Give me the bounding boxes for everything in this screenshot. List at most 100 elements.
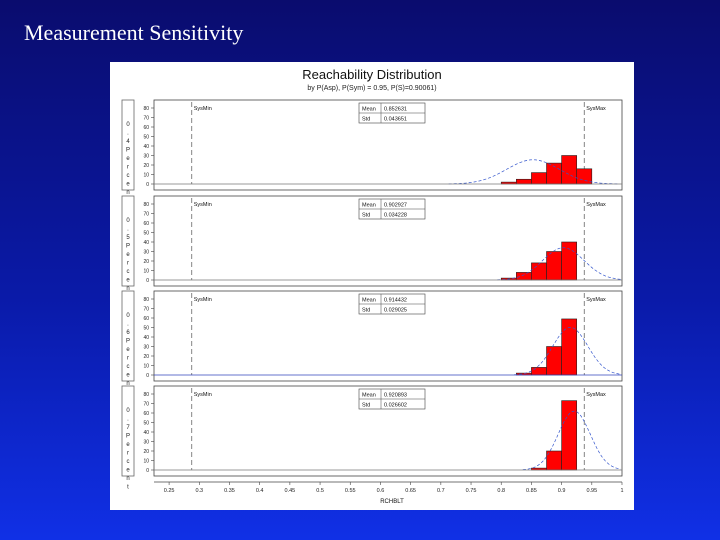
histogram-panel: 0.4Percent01020304050607080SysMinSysMaxM… bbox=[121, 99, 623, 205]
mean-value: 0.852631 bbox=[384, 107, 407, 113]
y-tick-label: 30 bbox=[143, 345, 149, 351]
mean-label: Mean bbox=[362, 298, 376, 304]
histogram-bar bbox=[531, 367, 547, 376]
slide-title: Measurement Sensitivity bbox=[24, 20, 244, 45]
mean-label: Mean bbox=[362, 203, 376, 209]
mean-value: 0.914432 bbox=[384, 298, 407, 304]
x-tick-label: 0.35 bbox=[224, 488, 235, 494]
panel-label-char: P bbox=[126, 434, 130, 440]
y-tick-label: 0 bbox=[146, 373, 149, 379]
chart-title: Reachability Distribution bbox=[302, 67, 441, 82]
x-tick-label: 0.45 bbox=[285, 488, 296, 494]
panel-label-char: c bbox=[127, 173, 130, 179]
std-label: Std bbox=[362, 213, 370, 219]
y-tick-label: 80 bbox=[143, 202, 149, 208]
histogram-bar bbox=[546, 251, 562, 281]
normal-fit-curve bbox=[497, 247, 621, 281]
y-tick-label: 60 bbox=[143, 221, 149, 227]
panel-label-char: e bbox=[126, 278, 130, 284]
panel-label-char: c bbox=[127, 269, 130, 275]
panel-label-char: r bbox=[127, 261, 129, 267]
sysmax-label: SysMax bbox=[586, 106, 606, 112]
sysmax-label: SysMax bbox=[586, 202, 606, 208]
histogram-bar bbox=[546, 450, 562, 471]
x-tick-label: 0.5 bbox=[316, 488, 324, 494]
x-tick-label: 0.4 bbox=[256, 488, 264, 494]
mean-label: Mean bbox=[362, 393, 376, 399]
x-tick-label: 0.75 bbox=[466, 488, 477, 494]
x-axis-label: RCHBLT bbox=[380, 499, 404, 505]
y-tick-label: 50 bbox=[143, 135, 149, 141]
mean-value: 0.902927 bbox=[384, 203, 407, 209]
y-tick-label: 0 bbox=[146, 182, 149, 188]
sysmin-label: SysMin bbox=[194, 297, 212, 303]
y-tick-label: 20 bbox=[143, 449, 149, 455]
sysmax-label: SysMax bbox=[586, 297, 606, 303]
panel-label-char: . bbox=[127, 417, 129, 423]
y-tick-label: 10 bbox=[143, 269, 149, 275]
histogram-bar bbox=[546, 346, 562, 376]
panel-label-char: P bbox=[126, 339, 130, 345]
histogram-bar bbox=[516, 178, 532, 185]
y-tick-label: 30 bbox=[143, 440, 149, 446]
panel-label-char: e bbox=[126, 252, 130, 258]
histogram-bar bbox=[531, 262, 547, 281]
y-tick-label: 80 bbox=[143, 106, 149, 112]
y-tick-label: 70 bbox=[143, 212, 149, 218]
y-tick-label: 50 bbox=[143, 326, 149, 332]
panel-label-char: 0 bbox=[126, 122, 130, 128]
y-tick-label: 50 bbox=[143, 421, 149, 427]
y-tick-label: 50 bbox=[143, 231, 149, 237]
y-tick-label: 60 bbox=[143, 125, 149, 131]
panel-label-char: e bbox=[126, 347, 130, 353]
histogram-bar bbox=[531, 172, 547, 185]
panel-label-box bbox=[121, 290, 135, 382]
sysmax-label: SysMax bbox=[586, 392, 606, 398]
sysmin-label: SysMin bbox=[194, 392, 212, 398]
x-tick-label: 0.85 bbox=[526, 488, 537, 494]
y-tick-label: 80 bbox=[143, 392, 149, 398]
y-tick-label: 70 bbox=[143, 307, 149, 313]
panel-label-char: P bbox=[126, 244, 130, 250]
x-tick-label: 0.95 bbox=[586, 488, 597, 494]
panel-label-char: . bbox=[127, 322, 129, 328]
panel-label-char: e bbox=[126, 373, 130, 379]
panel-label-char: P bbox=[126, 148, 130, 154]
panel-label-char: 6 bbox=[126, 330, 130, 336]
x-tick-label: 0.55 bbox=[345, 488, 356, 494]
panel-label-box bbox=[121, 195, 135, 287]
panel-label-char: t bbox=[127, 485, 129, 491]
y-tick-label: 70 bbox=[143, 116, 149, 122]
sysmin-label: SysMin bbox=[194, 106, 212, 112]
panel-label-char: n bbox=[126, 190, 129, 196]
y-tick-label: 60 bbox=[143, 411, 149, 417]
x-tick-label: 0.6 bbox=[377, 488, 385, 494]
mean-value: 0.920893 bbox=[384, 393, 407, 399]
std-label: Std bbox=[362, 117, 370, 123]
panel-label-box bbox=[121, 99, 135, 191]
panel-label-char: 4 bbox=[126, 139, 130, 145]
panel-label-char: . bbox=[127, 131, 129, 137]
panel-label-char: 7 bbox=[126, 425, 130, 431]
panel-label-char: . bbox=[127, 227, 129, 233]
panel-label-char: 0 bbox=[126, 313, 130, 319]
chart-figure: Reachability Distribution by P(Asp), P(S… bbox=[110, 62, 634, 510]
panel-label-char: 0 bbox=[126, 218, 130, 224]
y-tick-label: 40 bbox=[143, 335, 149, 341]
y-tick-label: 80 bbox=[143, 297, 149, 303]
panel-label-box bbox=[121, 385, 135, 477]
std-value: 0.043651 bbox=[384, 117, 407, 123]
histogram-chart: Reachability Distribution by P(Asp), P(S… bbox=[121, 67, 624, 505]
panel-label-char: r bbox=[127, 165, 129, 171]
sysmin-label: SysMin bbox=[194, 202, 212, 208]
histogram-bar bbox=[516, 272, 532, 281]
y-tick-label: 60 bbox=[143, 316, 149, 322]
normal-fit-curve bbox=[522, 410, 621, 470]
panel-label-char: c bbox=[127, 364, 130, 370]
panel-label-char: r bbox=[127, 356, 129, 362]
std-label: Std bbox=[362, 308, 370, 314]
panel-label-char: r bbox=[127, 451, 129, 457]
y-tick-label: 10 bbox=[143, 364, 149, 370]
histogram-panel: 0.5Percent01020304050607080SysMinSysMaxM… bbox=[121, 195, 623, 301]
